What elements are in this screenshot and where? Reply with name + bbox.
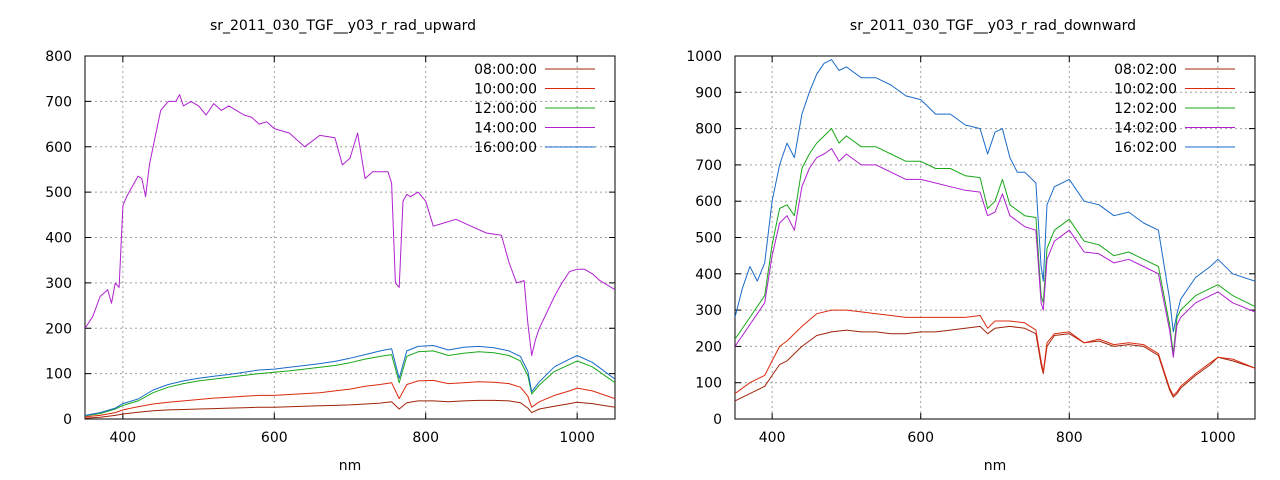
y-tick-label: 1000 (686, 49, 722, 65)
chart-title: sr_2011_030_TGF__y03_r_rad_downward (850, 18, 1136, 34)
y-tick-label: 700 (695, 158, 722, 174)
y-tick-label: 900 (695, 85, 722, 101)
y-tick-label: 0 (713, 412, 722, 428)
legend-label: 12:02:00 (1114, 101, 1177, 117)
y-tick-label: 400 (45, 231, 72, 247)
x-tick-label: 800 (412, 430, 439, 446)
x-tick-label: 1000 (559, 430, 595, 446)
legend-label: 10:00:00 (474, 82, 537, 98)
series-line-1 (735, 325, 1255, 402)
x-tick-label: 400 (759, 430, 786, 446)
chart-title: sr_2011_030_TGF__y03_r_rad_upward (210, 18, 476, 34)
legend-label: 14:00:00 (474, 121, 537, 137)
x-tick-label: 600 (261, 430, 288, 446)
y-tick-label: 0 (63, 412, 72, 428)
legend-label: 16:02:00 (1114, 140, 1177, 156)
series-line-5 (85, 345, 615, 416)
y-tick-label: 600 (45, 140, 72, 156)
x-tick-label: 600 (907, 430, 934, 446)
y-tick-label: 100 (695, 376, 722, 392)
series-line-3 (735, 128, 1255, 355)
series-line-2 (85, 379, 615, 418)
legend-label: 08:00:00 (474, 62, 537, 78)
x-axis-label: nm (984, 458, 1007, 474)
y-tick-label: 300 (45, 276, 72, 292)
x-tick-label: 800 (1056, 430, 1083, 446)
y-tick-label: 300 (695, 303, 722, 319)
series-line-2 (735, 309, 1255, 396)
y-tick-label: 200 (45, 321, 72, 337)
x-tick-label: 1000 (1200, 430, 1236, 446)
series-line-3 (85, 350, 615, 417)
y-tick-label: 800 (695, 122, 722, 138)
series-line-4 (735, 148, 1255, 358)
y-tick-label: 800 (45, 49, 72, 65)
series-line-5 (735, 59, 1255, 333)
y-tick-label: 100 (45, 367, 72, 383)
legend-label: 10:02:00 (1114, 82, 1177, 98)
y-tick-label: 400 (695, 267, 722, 283)
legend-label: 14:02:00 (1114, 121, 1177, 137)
legend-label: 08:02:00 (1114, 62, 1177, 78)
y-tick-label: 500 (695, 231, 722, 247)
series-line-4 (85, 94, 615, 356)
y-tick-label: 200 (695, 339, 722, 355)
y-tick-label: 700 (45, 94, 72, 110)
x-tick-label: 400 (109, 430, 136, 446)
x-axis-label: nm (339, 458, 362, 474)
legend-label: 12:00:00 (474, 101, 537, 117)
chart-2: sr_2011_030_TGF__y03_r_rad_downward 0 100 2… (686, 18, 1256, 474)
legend-label: 16:00:00 (474, 140, 537, 156)
y-tick-label: 500 (45, 185, 72, 201)
series-line-1 (85, 399, 615, 419)
y-tick-label: 600 (695, 194, 722, 210)
chart-1: sr_2011_030_TGF__y03_r_rad_upward 0 100 200… (45, 18, 616, 474)
